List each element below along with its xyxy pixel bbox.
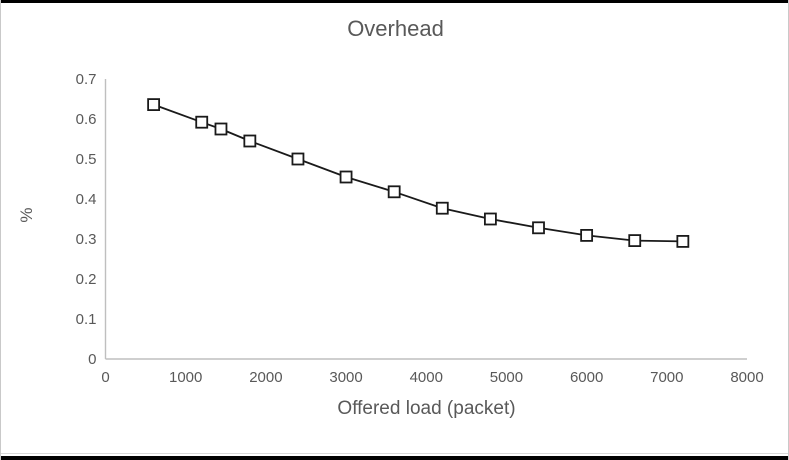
x-tick-label: 8000 <box>730 369 763 386</box>
x-tick-label: 7000 <box>650 369 683 386</box>
y-tick-label: 0.6 <box>76 111 97 128</box>
data-point-marker <box>435 201 449 215</box>
x-tick-label: 3000 <box>329 369 362 386</box>
data-point-marker <box>483 212 497 226</box>
x-tick-label: 6000 <box>570 369 603 386</box>
data-point-marker <box>676 234 690 248</box>
data-point-marker <box>243 134 257 148</box>
y-tick-label: 0.1 <box>76 311 97 328</box>
data-point-marker <box>532 221 545 235</box>
data-point-marker <box>387 185 401 199</box>
y-tick-label: 0.4 <box>76 191 97 208</box>
data-point-marker <box>147 98 161 111</box>
x-axis-title: Offered load (packet) <box>337 398 516 419</box>
x-tick-label: 5000 <box>490 369 523 386</box>
x-tick-label: 1000 <box>169 369 202 386</box>
y-tick-label: 0.7 <box>76 71 97 88</box>
screenshot-bottom-edge <box>1 456 788 460</box>
data-point-marker <box>291 152 305 166</box>
series-line <box>153 103 683 243</box>
data-point-marker <box>195 115 209 129</box>
screenshot-top-edge <box>1 0 788 3</box>
data-point-marker <box>628 234 642 248</box>
data-point-marker <box>214 122 228 136</box>
x-tick-label: 0 <box>101 369 109 386</box>
y-axis-title: % <box>17 207 36 223</box>
chart-title: Overhead <box>347 16 444 41</box>
y-tick-label: 0.3 <box>76 231 97 248</box>
data-point-marker <box>339 170 353 184</box>
x-tick-label: 2000 <box>249 369 282 386</box>
data-point-marker <box>580 228 594 242</box>
y-tick-label: 0.2 <box>76 271 97 288</box>
chart-bottom-border <box>1 453 788 454</box>
y-tick-label: 0.5 <box>76 151 97 168</box>
x-tick-label: 4000 <box>410 369 443 386</box>
y-tick-label: 0 <box>88 351 96 368</box>
